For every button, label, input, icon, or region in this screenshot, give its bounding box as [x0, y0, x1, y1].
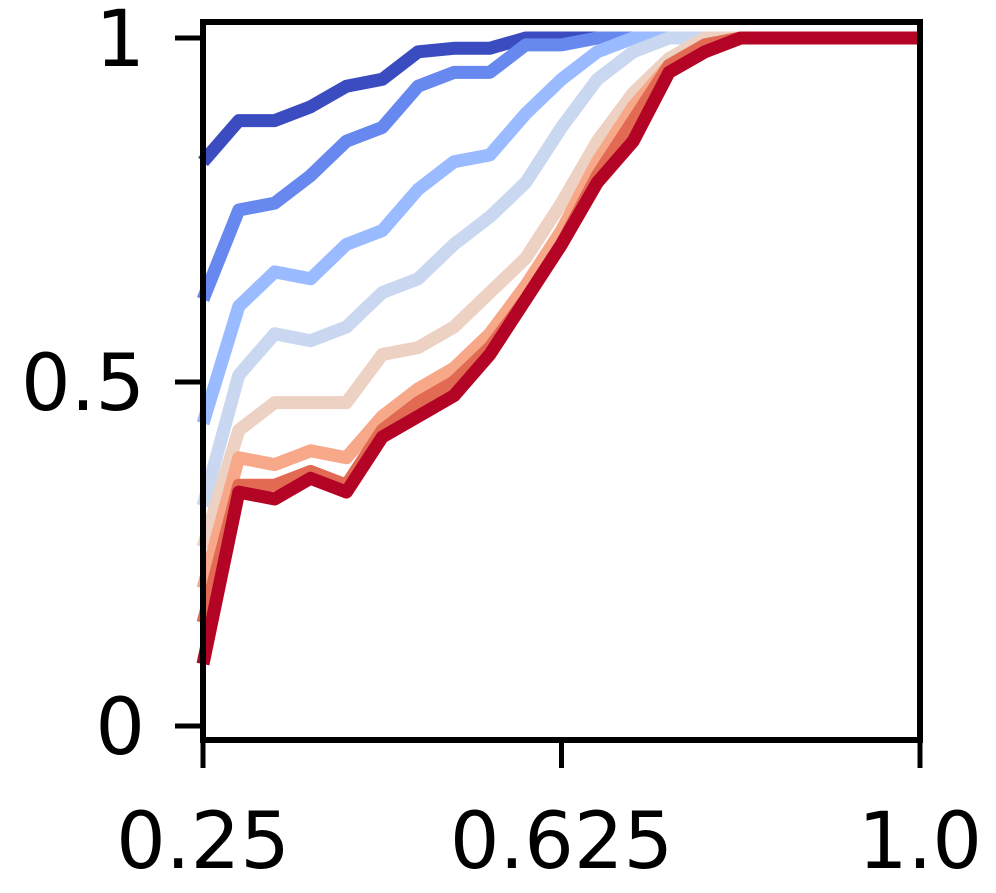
series-layer: [196, 31, 920, 666]
x-tick-label: 0.25: [116, 797, 290, 887]
y-tick-label: 0: [95, 683, 145, 773]
x-tick-label: 1.0: [858, 797, 982, 887]
x-axis-ticks: 0.25 0.625 1.0: [116, 740, 982, 887]
y-axis-ticks: 00.51: [21, 0, 203, 773]
y-tick-label: 0.5: [21, 339, 145, 429]
y-tick-label: 1: [95, 0, 145, 85]
series-line-1: [198, 31, 920, 167]
x-tick-label: 0.625: [450, 797, 673, 887]
series-line-8: [196, 31, 920, 666]
